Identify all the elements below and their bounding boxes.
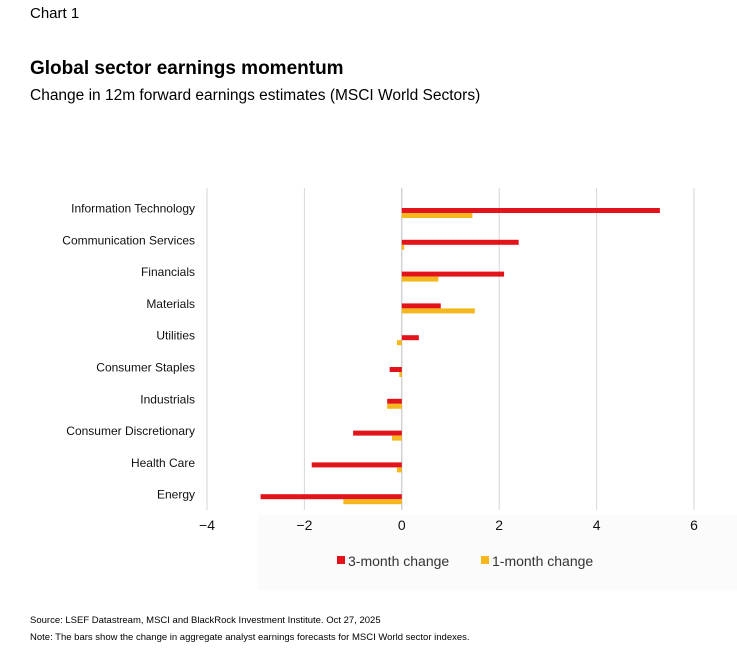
category-label: Industrials [140,392,195,406]
bar-three-month [401,335,419,341]
bar-three-month [311,462,402,468]
bar-three-month [353,430,402,436]
category-label: Communication Services [62,233,195,247]
bar-one-month [396,340,402,346]
chart-label: Chart 1 [30,5,80,22]
x-tick-label: 2 [495,517,503,533]
legend-label: 3-month change [348,553,449,569]
bar-one-month [392,435,402,441]
source-note: Source: LSEF Datastream, MSCI and BlackR… [30,615,381,626]
x-tick-label: 4 [593,517,601,533]
category-label: Health Care [131,456,195,470]
legend: 3-month change 1-month change [337,553,593,569]
bar-three-month [401,239,519,245]
x-tick-labels: −4 −2 0 2 4 6 [199,517,698,533]
footnote: Note: The bars show the change in aggreg… [30,632,470,643]
bar-three-month [401,271,505,277]
bar-one-month [401,244,405,250]
x-tick-label: −2 [296,517,312,533]
gridlines [206,188,695,510]
category-label: Financials [141,265,195,279]
category-label: Information Technology [71,202,195,216]
legend-background [258,515,737,590]
category-label: Utilities [156,329,195,343]
bar-one-month [401,308,475,314]
bar-one-month [401,276,439,282]
category-label: Materials [146,297,195,311]
chart-title: Global sector earnings momentum [30,58,344,79]
legend-swatch [337,556,345,564]
bar-three-month [387,398,402,404]
category-labels: Information Technology Communication Serv… [62,202,195,502]
bar-chart: Information Technology Communication Serv… [62,188,698,569]
bar-three-month [389,367,402,372]
bars [260,208,660,505]
bar-three-month [401,208,660,213]
x-tick-label: 0 [398,517,406,533]
chart-subtitle: Change in 12m forward earnings estimates… [30,87,481,104]
legend-label: 1-month change [492,553,593,569]
category-label: Energy [157,488,195,502]
bar-one-month [401,213,473,218]
x-tick-label: −4 [199,517,215,533]
bar-one-month [343,499,402,505]
bar-one-month [387,403,402,409]
category-label: Consumer Discretionary [66,424,195,438]
bar-three-month [260,494,402,500]
category-label: Consumer Staples [96,361,195,375]
legend-swatch [481,556,489,564]
bar-three-month [401,303,441,309]
bar-one-month [396,467,402,473]
bar-one-month [399,372,402,377]
x-tick-label: 6 [690,517,698,533]
